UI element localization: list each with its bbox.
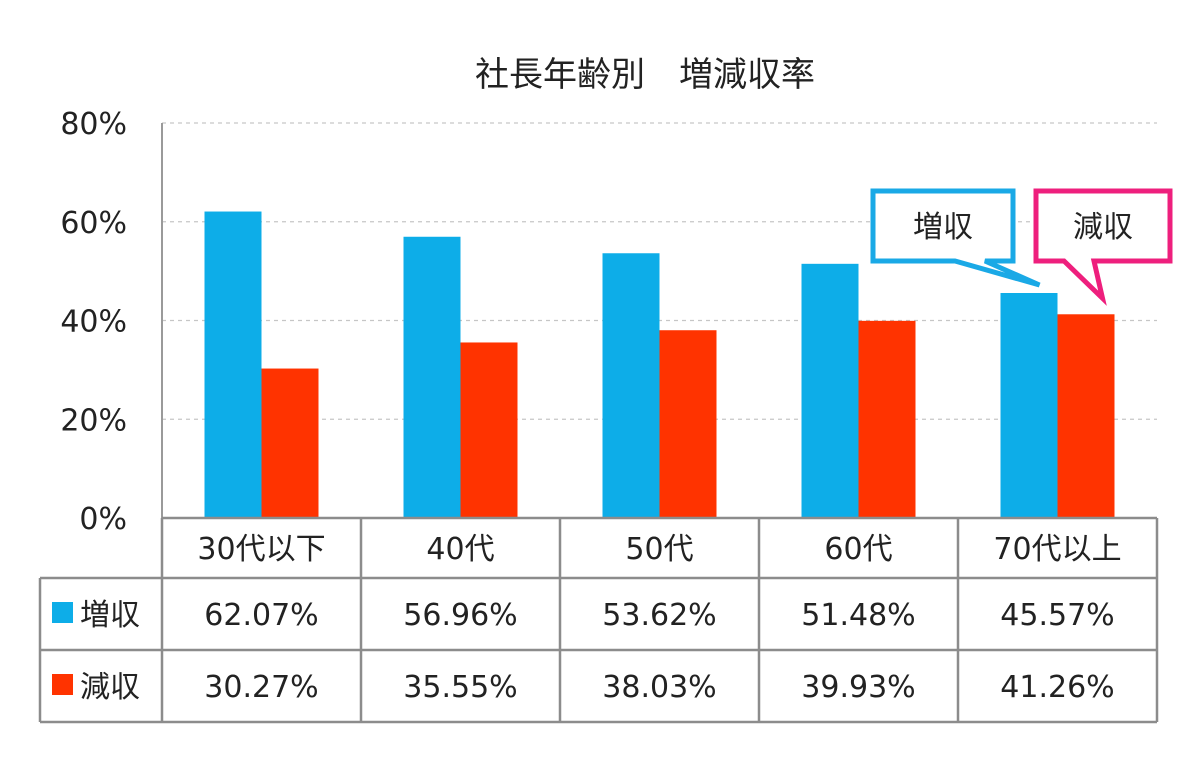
legend-swatch [52, 674, 73, 695]
data-value-label: 41.26% [1000, 670, 1114, 705]
x-category-label: 30代以下 [197, 532, 325, 567]
callout-bubble [870, 188, 1041, 288]
callouts: 増収 減収 [870, 188, 1173, 306]
data-value-label: 56.96% [403, 598, 517, 633]
y-tick-label: 80% [60, 107, 127, 142]
data-value-label: 45.57% [1000, 598, 1114, 633]
callout-label: 減収 [1073, 210, 1133, 245]
x-category-label: 50代 [625, 532, 693, 567]
data-value-label: 30.27% [204, 670, 318, 705]
data-value-label: 38.03% [602, 670, 716, 705]
x-category-label: 70代以上 [993, 532, 1121, 567]
bar-increase-2 [602, 253, 660, 518]
data-value-label: 39.93% [801, 670, 915, 705]
chart-title: 社長年齢別 増減収率 [475, 55, 815, 95]
bar-decrease-4 [1057, 314, 1115, 518]
data-value-label: 35.55% [403, 670, 517, 705]
x-category-label: 40代 [426, 532, 494, 567]
bar-increase-1 [403, 236, 461, 518]
legend-swatch [52, 602, 73, 623]
y-tick-label: 40% [60, 305, 127, 340]
legend-label: 増収 [80, 598, 140, 633]
callout-label: 増収 [913, 210, 973, 245]
bar-increase-0 [204, 211, 262, 519]
y-tick-label: 0% [79, 502, 127, 537]
bar-decrease-3 [858, 320, 916, 518]
callout-bubble [1033, 188, 1173, 306]
y-axis: 0% 20% 40% 60% 80% [60, 107, 163, 537]
bar-decrease-1 [460, 342, 518, 518]
bar-decrease-0 [261, 368, 319, 518]
y-tick-label: 60% [60, 206, 127, 241]
x-category-label: 60代 [824, 532, 892, 567]
data-value-label: 51.48% [801, 598, 915, 633]
bar-increase-3 [801, 263, 859, 518]
data-value-label: 53.62% [602, 598, 716, 633]
bar-decrease-2 [659, 330, 717, 518]
legend-label: 減収 [80, 670, 140, 705]
bar-increase-4 [1000, 292, 1058, 518]
y-tick-label: 20% [60, 403, 127, 438]
bars [204, 211, 1115, 519]
data-value-label: 62.07% [204, 598, 318, 633]
